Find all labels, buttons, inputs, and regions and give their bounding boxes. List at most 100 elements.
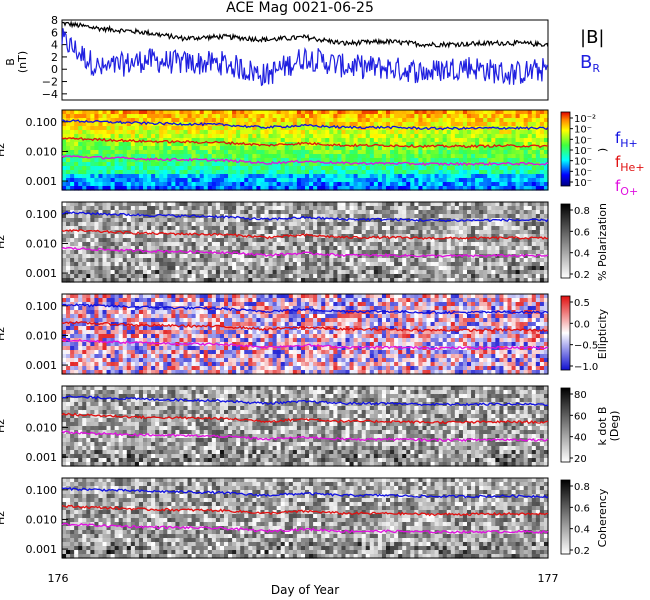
spectrogram-cell — [171, 206, 176, 211]
spectrogram-cell — [187, 270, 193, 275]
spectrogram-cell — [167, 150, 172, 155]
spectrogram-cell — [467, 174, 472, 179]
spectrogram-cell — [82, 306, 87, 311]
spectrogram-cell — [381, 182, 387, 187]
spectrogram-cell — [446, 206, 452, 211]
spectrogram-cell — [442, 138, 448, 143]
spectrogram-cell — [211, 230, 217, 235]
spectrogram-cell — [215, 226, 221, 231]
spectrogram-cell — [280, 162, 286, 167]
spectrogram-cell — [475, 110, 480, 115]
spectrogram-cell — [353, 158, 359, 163]
spectrogram-cell — [515, 182, 521, 187]
spectrogram-cell — [179, 250, 185, 255]
spectrogram-cell — [462, 234, 468, 239]
colorbar — [560, 111, 571, 187]
spectrogram-cell — [390, 226, 395, 231]
spectrogram-cell — [78, 186, 83, 191]
spectrogram-cell — [296, 274, 302, 279]
spectrogram-cell — [159, 262, 164, 267]
spectrogram-cell — [402, 262, 407, 267]
spectrogram-cell — [373, 270, 379, 275]
spectrogram-cell — [252, 230, 257, 235]
spectrogram-cell — [138, 222, 144, 227]
spectrogram-cell — [248, 166, 253, 171]
spectrogram-cell — [106, 202, 112, 207]
spectrogram-cell — [535, 206, 541, 211]
spectrogram-cell — [62, 258, 67, 263]
spectrogram-cell — [106, 114, 112, 119]
spectrogram-cell — [175, 126, 181, 131]
spectrogram-cell — [175, 114, 181, 119]
spectrogram-cell — [203, 210, 209, 215]
spectrogram-cell — [458, 110, 464, 115]
spectrogram-cell — [264, 262, 270, 267]
spectrogram-cell — [147, 274, 152, 279]
spectrogram-cell — [183, 206, 189, 211]
spectrogram-cell — [296, 146, 302, 151]
spectrogram-cell — [495, 186, 500, 191]
spectrogram-cell — [98, 118, 104, 123]
spectrogram-cell — [280, 114, 286, 119]
spectrogram-cell — [155, 202, 160, 207]
spectrogram-cell — [62, 210, 67, 215]
spectrogram-cell — [244, 258, 249, 263]
spectrogram-cell — [187, 138, 193, 143]
spectrogram-cell — [260, 178, 266, 183]
spectrogram-cell — [215, 126, 221, 131]
spectrogram-cell — [515, 222, 521, 227]
spectrogram-cell — [240, 262, 245, 267]
spectrogram-cell — [151, 266, 156, 271]
spectrogram-cell — [450, 202, 456, 207]
spectrogram-cell — [471, 262, 476, 267]
spectrogram-cell — [207, 274, 213, 279]
spectrogram-cell — [98, 266, 104, 271]
spectrogram-cell — [62, 214, 67, 219]
spectrogram-cell — [438, 170, 444, 175]
spectrogram-cell — [74, 170, 79, 175]
spectrogram-cell — [122, 254, 128, 259]
spectrogram-cell — [199, 110, 205, 115]
spectrogram-cell — [446, 122, 452, 127]
spectrogram-cell — [82, 354, 87, 359]
spectrogram-cell — [434, 250, 440, 255]
spectrogram-cell — [62, 254, 67, 259]
spectrogram-cell — [337, 130, 343, 135]
spectrogram-cell — [499, 154, 505, 159]
spectrogram-cell — [430, 114, 436, 119]
spectrogram-cell — [349, 202, 355, 207]
spectrogram-cell — [228, 258, 233, 263]
spectrogram-cell — [179, 242, 185, 247]
spectrogram-cell — [94, 150, 100, 155]
spectrogram-cell — [317, 206, 322, 211]
spectrogram-cell — [179, 222, 185, 227]
spectrogram-cell — [179, 166, 185, 171]
gyro-line-o — [61, 246, 549, 258]
spectrogram-cell — [337, 186, 343, 191]
spectrogram-cell — [454, 166, 460, 171]
spectrogram-cell — [300, 114, 306, 119]
spectrogram-cell — [292, 166, 298, 171]
spectrogram-cell — [224, 258, 229, 263]
spectrogram-cell — [349, 134, 355, 139]
spectrogram-cell — [236, 130, 241, 135]
spectrogram-cell — [430, 242, 436, 247]
spectrogram-cell — [183, 178, 189, 183]
spectrogram-cell — [535, 278, 541, 283]
spectrogram-cell — [86, 126, 91, 131]
spectrogram-cell — [151, 162, 156, 167]
spectrogram-cell — [390, 142, 395, 147]
spectrogram-cell — [390, 210, 395, 215]
spectrogram-cell — [353, 230, 359, 235]
spectrogram-cell — [539, 206, 545, 211]
spectrogram-cell — [337, 170, 343, 175]
spectrogram-cell — [191, 130, 197, 135]
spectrogram-cell — [305, 174, 310, 179]
spectrogram-cell — [471, 142, 476, 147]
spectrogram-cell — [386, 270, 391, 275]
spectrogram-cell — [531, 174, 537, 179]
spectrogram-cell — [357, 234, 363, 239]
spectrogram-cell — [151, 242, 156, 247]
spectrogram-cell — [495, 118, 500, 123]
spectrogram-cell — [167, 278, 172, 283]
